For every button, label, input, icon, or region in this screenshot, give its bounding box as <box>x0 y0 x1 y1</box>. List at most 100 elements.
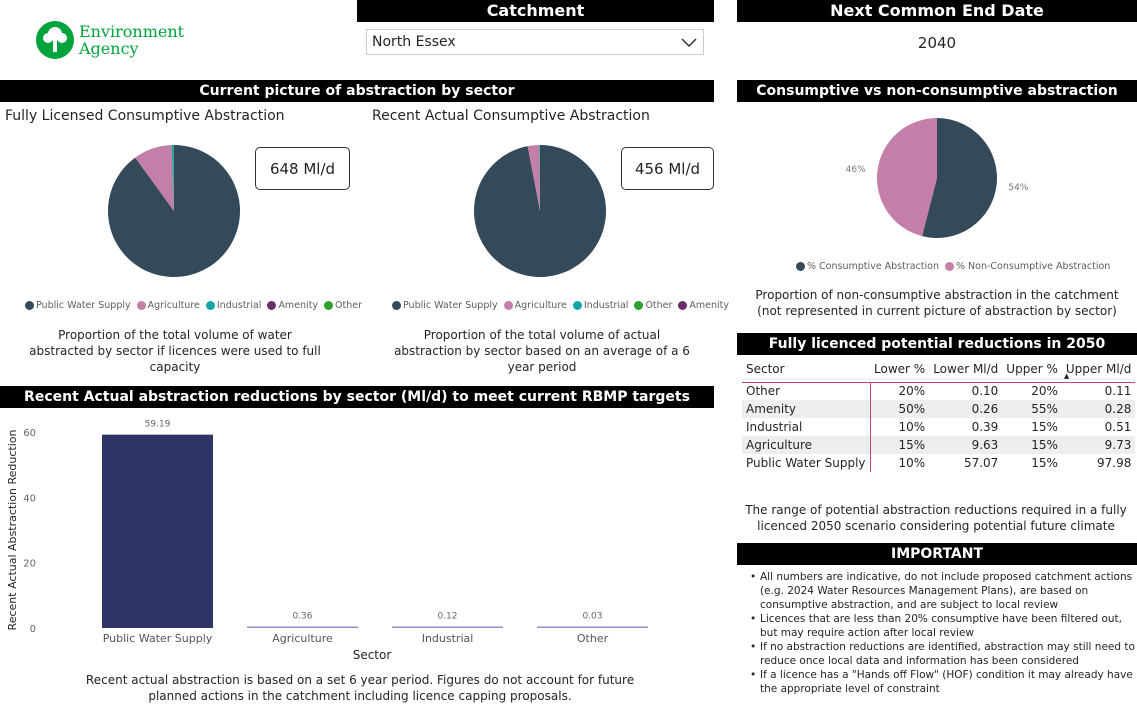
bar-public-water-supply[interactable] <box>102 434 213 628</box>
legend-dot-icon <box>267 301 277 310</box>
legend-dot-icon <box>944 262 954 271</box>
actual-title: Recent Actual Consumptive Abstraction <box>372 108 650 124</box>
chevron-down-icon <box>681 38 697 48</box>
legend-item-amenity[interactable]: Amenity <box>678 300 729 311</box>
logo-text-2: Agency <box>79 39 139 58</box>
y-tick-label: 0 <box>30 624 36 635</box>
important-item: Licences that are less than 20% consumpt… <box>750 612 1135 640</box>
legend-dot-icon <box>324 301 334 310</box>
table-cell: 20% <box>898 384 926 399</box>
column-header-sector[interactable]: Sector <box>746 361 785 376</box>
legend-item-agriculture[interactable]: Agriculture <box>136 300 200 311</box>
licensed-legend: Public Water Supply Agriculture Industrial… <box>25 300 362 311</box>
table-cell: 20% <box>1031 384 1058 399</box>
column-header-upper[interactable]: Upper % <box>1006 361 1058 376</box>
legend-label: Other <box>645 300 673 311</box>
pie-label-consumptive-abstraction: 54% <box>1008 183 1028 193</box>
table-cell: 0.51 <box>1104 420 1132 434</box>
table-cell: 9.63 <box>971 438 999 452</box>
licensed-total-card: 648 Ml/d <box>255 147 350 190</box>
legend-dot-icon <box>205 301 215 310</box>
y-tick-label: 40 <box>23 493 36 504</box>
actual-legend: Public Water Supply Agriculture Industrial… <box>392 300 729 311</box>
legend-label: % Non-Consumptive Abstraction <box>955 261 1111 272</box>
table-cell: 10% <box>898 420 926 434</box>
x-tick-label: Other <box>577 632 609 645</box>
important-item: All numbers are indicative, do not inclu… <box>750 570 1135 612</box>
pie-slice-industrial[interactable] <box>539 145 540 211</box>
legend-item-amenity[interactable]: Amenity <box>267 300 318 311</box>
bar-section-header: Recent Actual abstraction reductions by … <box>0 386 714 408</box>
table-cell: 50% <box>898 402 926 416</box>
licensed-title: Fully Licensed Consumptive Abstraction <box>5 108 285 124</box>
licensed-caption: Proportion of the total volume of water … <box>29 328 321 374</box>
legend-label: Amenity <box>689 300 730 311</box>
x-tick-label: Public Water Supply <box>103 632 213 645</box>
reductions-table: Sector Lower % Lower Ml/d Upper % Upper Ml/d… <box>742 356 1136 472</box>
table-cell: 15% <box>898 438 926 452</box>
actual-caption: Proportion of the total volume of actual… <box>394 328 690 374</box>
reductions-bar-chart: 0 20 40 60 Recent Actual Abstraction Reducti… <box>6 420 648 662</box>
legend-item-other[interactable]: Other <box>634 300 672 311</box>
catchment-header: Catchment <box>357 0 714 22</box>
actual-pie-chart <box>474 145 606 277</box>
bar-data-label: 0.03 <box>582 612 602 622</box>
legend-dot-icon <box>136 301 146 310</box>
table-cell: 0.39 <box>971 420 999 434</box>
bar-industrial[interactable] <box>392 626 503 629</box>
x-tick-label: Agriculture <box>272 632 333 645</box>
table-cell: 15% <box>1031 438 1058 452</box>
bar-data-label: 59.19 <box>145 420 171 430</box>
pie-slice-industrial[interactable] <box>171 145 174 211</box>
important-item: If no abstraction reductions are identif… <box>750 640 1135 668</box>
table-cell: 0.10 <box>971 384 999 399</box>
legend-item-industrial[interactable]: Industrial <box>572 300 628 311</box>
consumptive-caption: Proportion of non-consumptive abstractio… <box>755 288 1119 318</box>
important-header: IMPORTANT <box>737 543 1137 565</box>
table-cell: Industrial <box>742 418 871 436</box>
table-cell: 57.07 <box>963 456 999 470</box>
catchment-dropdown[interactable]: North Essex <box>366 29 704 55</box>
legend-label: Industrial <box>216 300 262 311</box>
bar-agriculture[interactable] <box>247 626 358 629</box>
legend-dot-icon <box>503 301 513 310</box>
legend-dot-icon <box>572 301 582 310</box>
legend-item-non-consumptive-abstraction[interactable]: % Non-Consumptive Abstraction <box>944 261 1111 272</box>
environment-agency-logo: Environment Agency <box>35 20 184 60</box>
table-row: Other 20% 0.10 20% 0.11 <box>742 382 1135 400</box>
pie-slice-agriculture[interactable] <box>527 145 540 211</box>
sector-section-header: Current picture of abstraction by sector <box>0 80 714 102</box>
logo-text-1: Environment <box>79 22 185 41</box>
reductions-caption: The range of potential abstraction reduc… <box>745 503 1127 533</box>
legend-item-other[interactable]: Other <box>324 300 362 311</box>
table-row: Agriculture 15% 9.63 15% 9.73 <box>742 436 1136 454</box>
legend-item-consumptive-abstraction[interactable]: % Consumptive Abstraction <box>796 261 939 272</box>
bar-other[interactable] <box>537 626 648 629</box>
table-cell: Amenity <box>742 400 871 418</box>
legend-item-public-water-supply[interactable]: Public Water Supply <box>392 300 498 311</box>
end-date-value: 2040 <box>917 34 957 52</box>
column-header-lower[interactable]: Lower % <box>874 361 926 376</box>
legend-dot-icon <box>634 301 644 310</box>
table-cell: 0.26 <box>971 402 999 416</box>
legend-item-agriculture[interactable]: Agriculture <box>503 300 567 311</box>
pie-slice-consumptive-abstraction[interactable] <box>922 118 997 238</box>
table-cell: 15% <box>1031 420 1058 434</box>
column-header-lower-ml-d[interactable]: Lower Ml/d <box>933 361 999 376</box>
legend-dot-icon <box>796 262 805 271</box>
column-header-upper-ml-d[interactable]: Upper Ml/d ▲ <box>1063 361 1132 380</box>
pie-slice-public-water-supply[interactable] <box>107 145 240 277</box>
bar-data-label: 0.12 <box>437 612 457 622</box>
y-tick-label: 20 <box>23 559 36 570</box>
table-cell: Agriculture <box>742 436 871 454</box>
pie-slice-agriculture[interactable] <box>135 145 174 211</box>
x-tick-label: Industrial <box>422 632 474 645</box>
legend-item-industrial[interactable]: Industrial <box>205 300 262 311</box>
y-tick-label: 60 <box>23 428 36 439</box>
table-cell: 55% <box>1031 402 1058 416</box>
consumptive-pie-chart: 54% 46% <box>846 118 1029 238</box>
table-row: Amenity 50% 0.26 55% 0.28 <box>742 400 1136 418</box>
important-list: All numbers are indicative, do not inclu… <box>750 570 1135 696</box>
pie-slice-non-consumptive-abstraction[interactable] <box>877 118 937 237</box>
legend-item-public-water-supply[interactable]: Public Water Supply <box>25 300 131 311</box>
